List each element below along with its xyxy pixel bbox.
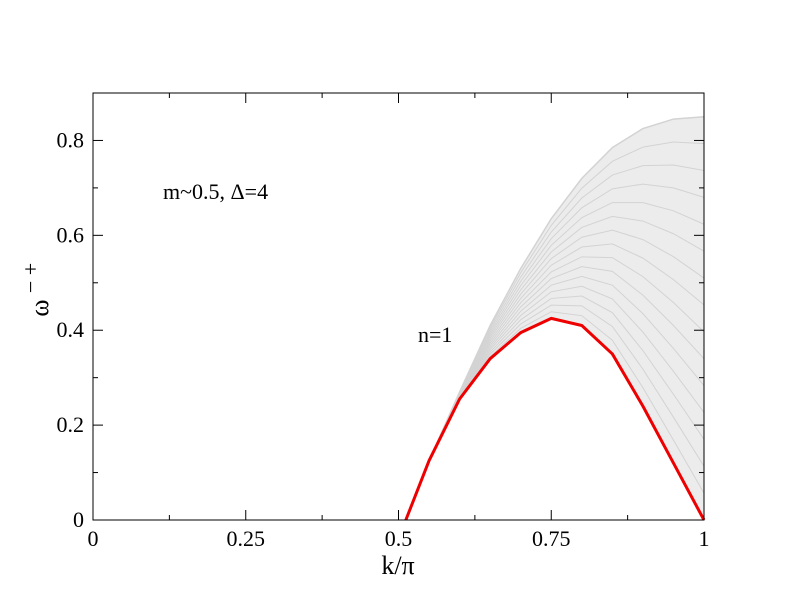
x-axis-title: k/π xyxy=(381,551,414,580)
x-tick-label: 0.75 xyxy=(532,526,571,551)
x-tick-label: 0 xyxy=(88,526,99,551)
y-tick-label: 0.6 xyxy=(57,222,85,247)
tick-labels: 0 0.25 0.5 0.75 1 0 0.2 0.4 0.6 0.8 xyxy=(57,127,710,551)
ticks-layer xyxy=(92,92,705,521)
upper-boundary-line xyxy=(405,115,705,521)
x-tick-label: 1 xyxy=(699,526,710,551)
y-axis-title-superscript: − + xyxy=(18,263,43,293)
y-tick-label: 0 xyxy=(73,507,84,532)
series-line-n1 xyxy=(404,316,706,521)
y-tick-label: 0.8 xyxy=(57,127,85,152)
series-layer xyxy=(404,316,706,521)
y-tick-label: 0.4 xyxy=(57,317,85,342)
y-axis-title: ω − + xyxy=(18,263,54,317)
x-tick-label: 0.5 xyxy=(385,526,413,551)
x-tick-label: 0.25 xyxy=(227,526,266,551)
annotation-n1: n=1 xyxy=(418,322,452,347)
annotation-params: m~0.5, Δ=4 xyxy=(163,179,268,204)
y-tick-label: 0.2 xyxy=(57,412,85,437)
y-axis-title-symbol: ω xyxy=(25,299,54,316)
